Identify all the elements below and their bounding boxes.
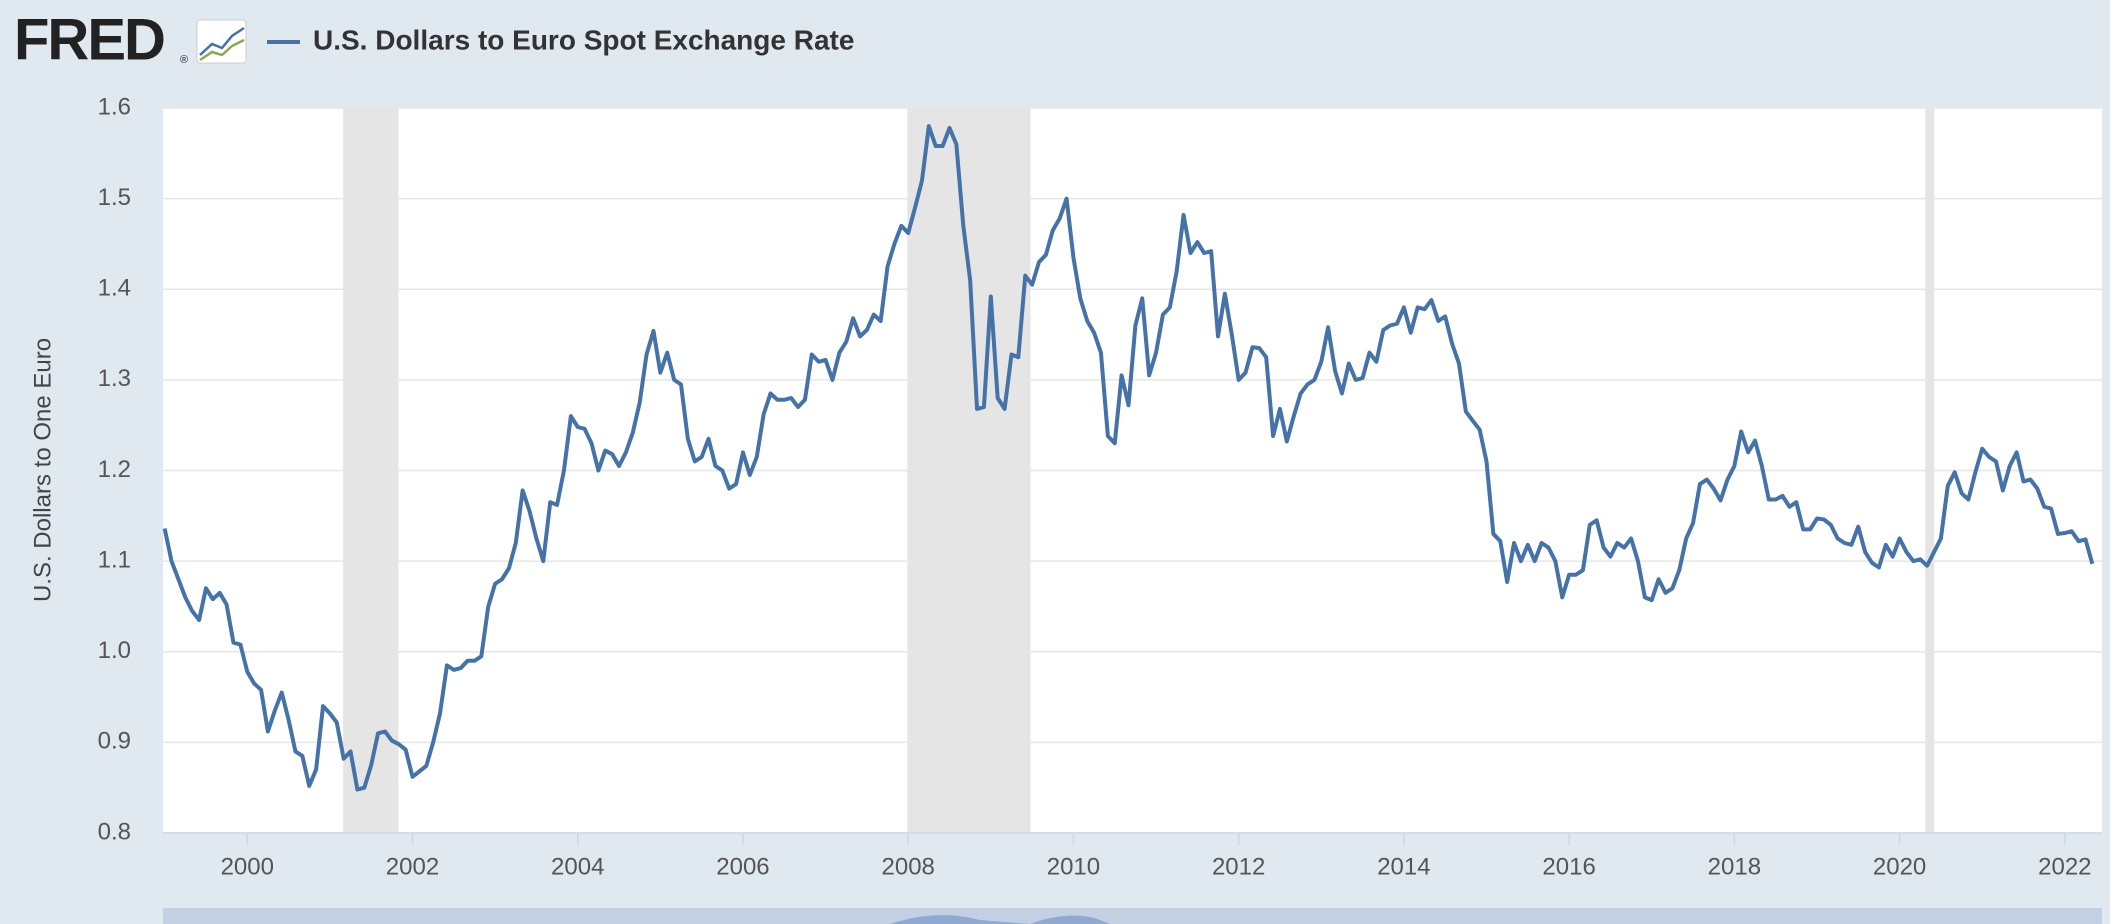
legend-label[interactable]: U.S. Dollars to Euro Spot Exchange Rate [313, 24, 854, 55]
logo-icon [196, 19, 247, 64]
navigator-series [890, 915, 1110, 924]
y-tick-label: 0.8 [98, 818, 131, 845]
x-tick-label: 2014 [1377, 853, 1430, 880]
y-tick-label: 0.9 [98, 728, 131, 755]
y-tick-label: 1.4 [98, 275, 131, 302]
x-tick-label: 2000 [221, 853, 274, 880]
y-tick-label: 1.1 [98, 546, 131, 573]
logo[interactable]: FRED [14, 7, 166, 72]
x-tick-label: 2004 [551, 853, 604, 880]
y-tick-label: 1.6 [98, 93, 131, 120]
y-tick-label: 1.3 [98, 365, 131, 392]
y-tick-label: 1.2 [98, 456, 131, 483]
x-tick-label: 2002 [386, 853, 439, 880]
series-line [162, 124, 2095, 792]
logo-mark: ® [180, 54, 188, 66]
x-tick-label: 2022 [2038, 853, 2091, 880]
y-tick-label: 1.5 [98, 184, 131, 211]
x-tick-label: 2008 [882, 853, 935, 880]
x-tick-label: 2010 [1047, 853, 1100, 880]
y-axis-title: U.S. Dollars to One Euro [29, 338, 56, 602]
y-tick-label: 1.0 [98, 637, 131, 664]
x-tick-label: 2012 [1212, 853, 1265, 880]
x-tick-label: 2018 [1708, 853, 1761, 880]
x-tick-label: 2016 [1542, 853, 1595, 880]
x-tick-label: 2020 [1873, 853, 1926, 880]
x-tick-label: 2006 [716, 853, 769, 880]
navigator[interactable] [163, 908, 2102, 924]
